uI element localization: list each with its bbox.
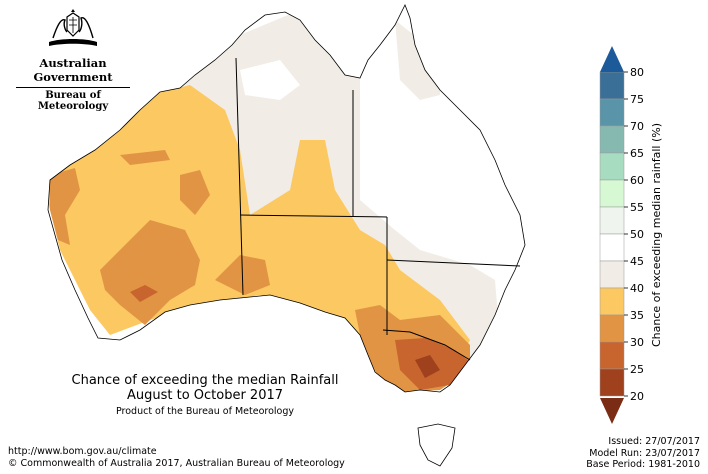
legend-bin-70-75 — [599, 98, 625, 127]
agency-label: Bureau of Meteorology — [16, 87, 130, 112]
legend-bin-45-50 — [599, 233, 625, 262]
legend-bin-40-45 — [599, 260, 625, 289]
legend-tick-label: 80 — [630, 66, 644, 79]
legend-tick-label: 55 — [630, 201, 644, 214]
legend-bin-50-55 — [599, 206, 625, 235]
legend-tick-label: 40 — [630, 282, 644, 295]
government-logo: Australian Government Bureau of Meteorol… — [8, 8, 138, 112]
model-run-date: Model Run: 23/07/2017 — [589, 447, 700, 459]
legend-bin-75-80 — [599, 71, 625, 100]
legend-top-arrow — [600, 46, 624, 72]
legend-tick-label: 70 — [630, 120, 644, 133]
legend-tick-label: 65 — [630, 147, 644, 160]
map-title: Chance of exceeding the median Rainfall — [71, 373, 339, 388]
legend-bin-30-35 — [599, 314, 625, 343]
map-title-block: Chance of exceeding the median Rainfall … — [40, 373, 370, 417]
bom-url-link[interactable]: http://www.bom.gov.au/climate — [8, 446, 157, 457]
legend-bin-65-70 — [599, 125, 625, 154]
government-label: Australian Government — [33, 56, 113, 84]
map-product-credit: Product of the Bureau of Meteorology — [115, 406, 295, 417]
legend-bin-35-40 — [599, 287, 625, 316]
coat-of-arms-icon — [49, 9, 97, 46]
legend-title: Chance of exceeding median rainfall (%) — [650, 123, 663, 347]
base-period: Base Period: 1981-2010 — [586, 459, 700, 470]
legend-bin-60-65 — [599, 152, 625, 181]
rainfall-legend: 80 75 70 65 60 55 50 45 40 35 30 25 20 Chance of exc… — [599, 46, 663, 424]
legend-tick-label: 50 — [630, 228, 644, 241]
legend-tick-label: 25 — [630, 363, 644, 376]
footer-right: Issued: 27/07/2017 Model Run: 23/07/2017… — [586, 436, 700, 471]
copyright-text: © Commonwealth of Australia 2017, Austra… — [8, 458, 345, 469]
map-period: August to October 2017 — [126, 388, 284, 403]
legend-bin-20-25 — [599, 368, 625, 397]
legend-tick-label: 60 — [630, 174, 644, 187]
legend-tick-label: 30 — [630, 336, 644, 349]
legend-tick-label: 20 — [630, 390, 644, 403]
legend-bin-55-60 — [599, 179, 625, 208]
issued-date: Issued: 27/07/2017 — [608, 436, 700, 447]
legend-bottom-arrow — [600, 398, 624, 424]
legend-bin-25-30 — [599, 341, 625, 370]
legend-tick-label: 45 — [630, 255, 644, 268]
legend-tick-label: 75 — [630, 93, 644, 106]
legend-tick-label: 35 — [630, 309, 644, 322]
footer-left: http://www.bom.gov.au/climate © Commonwe… — [8, 446, 345, 470]
